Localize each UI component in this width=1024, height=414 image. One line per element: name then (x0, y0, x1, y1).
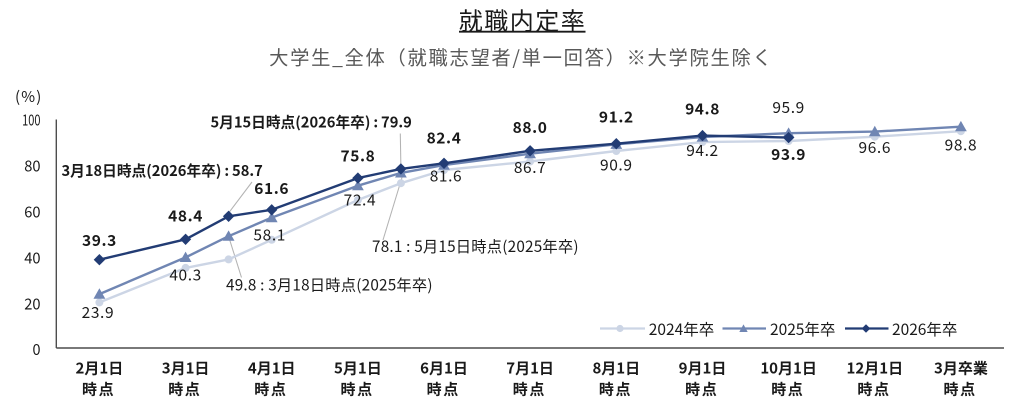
svg-text:80: 80 (24, 155, 40, 177)
svg-text:2026年卒: 2026年卒 (892, 318, 957, 340)
svg-text:82.4: 82.4 (427, 127, 462, 149)
svg-text:時点: 時点 (685, 379, 718, 400)
svg-text:3月1日: 3月1日 (162, 358, 210, 379)
svg-text:58.1: 58.1 (253, 224, 286, 246)
svg-text:2025年卒: 2025年卒 (770, 318, 835, 340)
svg-text:大学生_全体（就職志望者/単一回答）※大学院生除く: 大学生_全体（就職志望者/単一回答）※大学院生除く (269, 43, 773, 71)
svg-text:75.8: 75.8 (340, 144, 375, 166)
svg-text:0: 0 (33, 338, 41, 360)
svg-text:40.3: 40.3 (169, 264, 202, 286)
svg-text:(%): (%) (15, 86, 43, 107)
svg-text:時点: 時点 (771, 379, 804, 400)
svg-text:時点: 時点 (427, 379, 460, 400)
svg-text:100: 100 (22, 109, 40, 131)
svg-text:時点: 時点 (254, 379, 287, 400)
svg-text:91.2: 91.2 (599, 106, 634, 128)
svg-text:40: 40 (24, 246, 40, 268)
svg-text:12月1日: 12月1日 (847, 358, 904, 379)
svg-text:時点: 時点 (599, 379, 632, 400)
svg-text:7月1日: 7月1日 (506, 358, 554, 379)
svg-text:4月1日: 4月1日 (248, 358, 296, 379)
svg-text:2024年卒: 2024年卒 (649, 318, 714, 340)
svg-text:48.4: 48.4 (168, 205, 203, 227)
svg-text:3月18日時点(2026年卒) : 58.7: 3月18日時点(2026年卒) : 58.7 (62, 160, 263, 181)
svg-text:23.9: 23.9 (82, 301, 115, 323)
svg-text:88.0: 88.0 (513, 116, 548, 138)
svg-text:2月1日: 2月1日 (76, 358, 124, 379)
svg-text:9月1日: 9月1日 (679, 358, 727, 379)
svg-text:就職内定率: 就職内定率 (459, 2, 587, 37)
svg-text:96.6: 96.6 (859, 136, 892, 158)
svg-text:81.6: 81.6 (430, 165, 463, 187)
svg-text:3月卒業: 3月卒業 (934, 358, 988, 379)
svg-text:5月1日: 5月1日 (334, 358, 382, 379)
svg-text:20: 20 (24, 292, 40, 314)
svg-text:94.2: 94.2 (686, 139, 719, 161)
svg-text:時点: 時点 (82, 379, 115, 400)
svg-text:72.4: 72.4 (344, 189, 377, 211)
svg-text:5月15日時点(2026年卒) : 79.9: 5月15日時点(2026年卒) : 79.9 (211, 112, 412, 133)
svg-text:86.7: 86.7 (514, 156, 547, 178)
svg-text:8月1日: 8月1日 (592, 358, 640, 379)
svg-text:6月1日: 6月1日 (420, 358, 468, 379)
svg-text:61.6: 61.6 (254, 177, 289, 199)
svg-text:時点: 時点 (168, 379, 201, 400)
svg-text:時点: 時点 (513, 379, 546, 400)
svg-text:時点: 時点 (943, 379, 976, 400)
svg-text:時点: 時点 (340, 379, 373, 400)
svg-text:94.8: 94.8 (685, 98, 720, 120)
svg-text:10月1日: 10月1日 (760, 358, 817, 379)
svg-text:39.3: 39.3 (82, 229, 117, 251)
svg-text:95.9: 95.9 (772, 96, 805, 118)
svg-text:60: 60 (24, 201, 40, 223)
svg-text:93.9: 93.9 (771, 143, 806, 165)
svg-text:時点: 時点 (857, 379, 890, 400)
svg-text:90.9: 90.9 (600, 154, 633, 176)
svg-text:49.8 : 3月18日時点(2025年卒): 49.8 : 3月18日時点(2025年卒) (226, 274, 433, 296)
svg-text:98.8: 98.8 (945, 134, 978, 156)
svg-text:78.1 : 5月15日時点(2025年卒): 78.1 : 5月15日時点(2025年卒) (372, 235, 579, 257)
